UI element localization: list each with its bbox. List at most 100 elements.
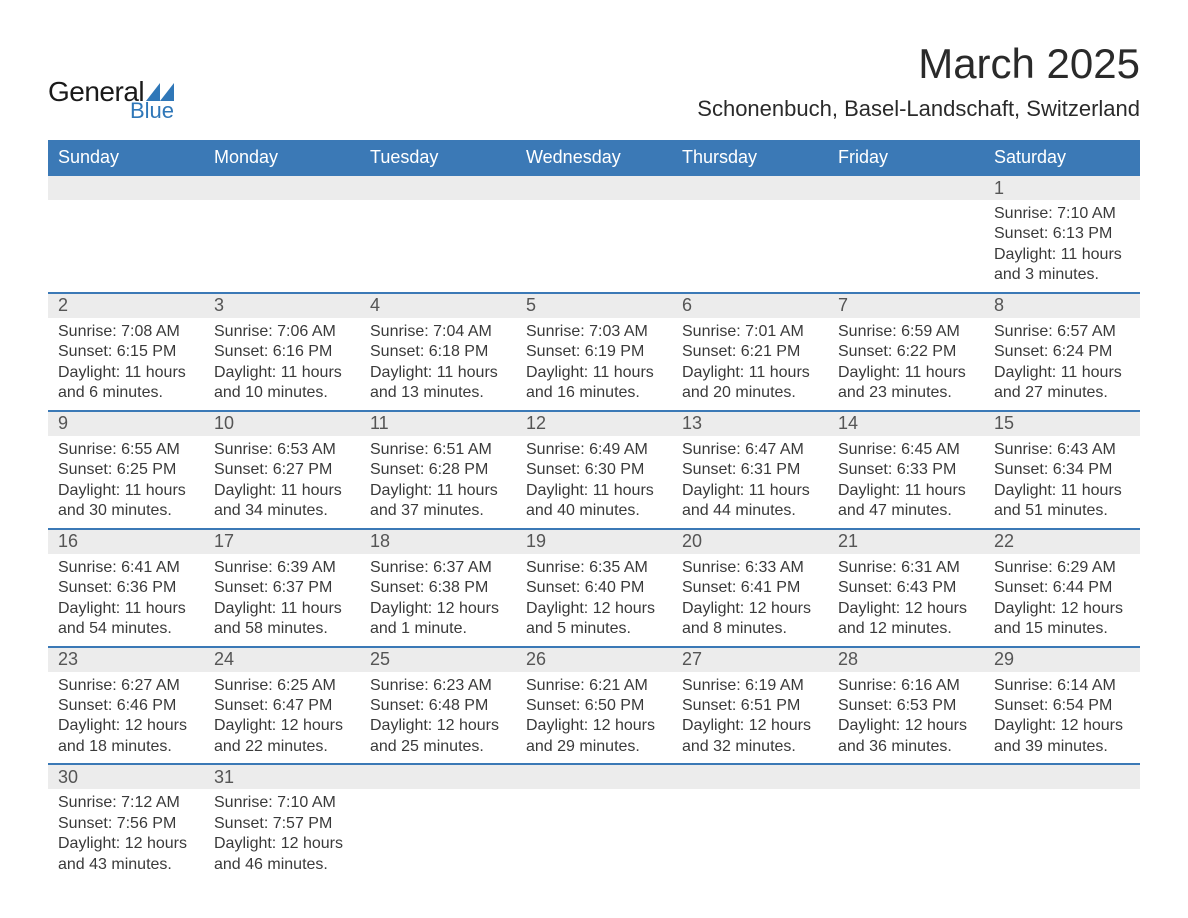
sunrise-text: Sunrise: 7:04 AM <box>370 322 506 342</box>
daylight-text: Daylight: 11 hours and 51 minutes. <box>994 481 1130 522</box>
calendar-week-row: 1Sunrise: 7:10 AMSunset: 6:13 PMDaylight… <box>48 176 1140 294</box>
day-body: Sunrise: 7:12 AMSunset: 7:56 PMDaylight:… <box>48 789 204 881</box>
day-body: Sunrise: 6:16 AMSunset: 6:53 PMDaylight:… <box>828 672 984 764</box>
daylight-text: Daylight: 11 hours and 6 minutes. <box>58 363 194 404</box>
calendar-day-cell <box>516 176 672 292</box>
calendar-day-cell: 30Sunrise: 7:12 AMSunset: 7:56 PMDayligh… <box>48 765 204 881</box>
sunset-text: Sunset: 6:33 PM <box>838 460 974 480</box>
weekday-header: Saturday <box>984 140 1140 176</box>
sunset-text: Sunset: 6:48 PM <box>370 696 506 716</box>
sunset-text: Sunset: 6:43 PM <box>838 578 974 598</box>
sunset-text: Sunset: 6:18 PM <box>370 342 506 362</box>
calendar-day-cell: 22Sunrise: 6:29 AMSunset: 6:44 PMDayligh… <box>984 530 1140 646</box>
day-body: Sunrise: 6:47 AMSunset: 6:31 PMDaylight:… <box>672 436 828 528</box>
sunrise-text: Sunrise: 6:39 AM <box>214 558 350 578</box>
calendar: Sunday Monday Tuesday Wednesday Thursday… <box>48 140 1140 881</box>
day-number-strip: 17 <box>204 530 360 554</box>
day-body: Sunrise: 7:08 AMSunset: 6:15 PMDaylight:… <box>48 318 204 410</box>
sunrise-text: Sunrise: 7:10 AM <box>994 204 1130 224</box>
day-number: 31 <box>204 767 234 788</box>
day-body: Sunrise: 7:01 AMSunset: 6:21 PMDaylight:… <box>672 318 828 410</box>
daylight-text: Daylight: 11 hours and 16 minutes. <box>526 363 662 404</box>
day-body: Sunrise: 6:39 AMSunset: 6:37 PMDaylight:… <box>204 554 360 646</box>
daylight-text: Daylight: 11 hours and 10 minutes. <box>214 363 350 404</box>
day-number: 23 <box>48 649 78 670</box>
daylight-text: Daylight: 12 hours and 22 minutes. <box>214 716 350 757</box>
sunrise-text: Sunrise: 7:01 AM <box>682 322 818 342</box>
sunset-text: Sunset: 6:46 PM <box>58 696 194 716</box>
day-body: Sunrise: 6:21 AMSunset: 6:50 PMDaylight:… <box>516 672 672 764</box>
daylight-text: Daylight: 11 hours and 30 minutes. <box>58 481 194 522</box>
sunset-text: Sunset: 6:37 PM <box>214 578 350 598</box>
daylight-text: Daylight: 11 hours and 58 minutes. <box>214 599 350 640</box>
daylight-text: Daylight: 12 hours and 39 minutes. <box>994 716 1130 757</box>
day-body: Sunrise: 6:51 AMSunset: 6:28 PMDaylight:… <box>360 436 516 528</box>
day-number: 17 <box>204 531 234 552</box>
day-body: Sunrise: 6:23 AMSunset: 6:48 PMDaylight:… <box>360 672 516 764</box>
sunrise-text: Sunrise: 7:08 AM <box>58 322 194 342</box>
calendar-day-cell: 17Sunrise: 6:39 AMSunset: 6:37 PMDayligh… <box>204 530 360 646</box>
day-number-strip <box>672 765 828 789</box>
sunrise-text: Sunrise: 6:57 AM <box>994 322 1130 342</box>
day-body: Sunrise: 6:45 AMSunset: 6:33 PMDaylight:… <box>828 436 984 528</box>
calendar-day-cell: 15Sunrise: 6:43 AMSunset: 6:34 PMDayligh… <box>984 412 1140 528</box>
sunset-text: Sunset: 6:47 PM <box>214 696 350 716</box>
calendar-day-cell <box>48 176 204 292</box>
sunset-text: Sunset: 6:36 PM <box>58 578 194 598</box>
day-number: 20 <box>672 531 702 552</box>
day-number: 25 <box>360 649 390 670</box>
calendar-day-cell: 3Sunrise: 7:06 AMSunset: 6:16 PMDaylight… <box>204 294 360 410</box>
day-number-strip: 23 <box>48 648 204 672</box>
sunrise-text: Sunrise: 6:19 AM <box>682 676 818 696</box>
title-block: March 2025 Schonenbuch, Basel-Landschaft… <box>697 40 1140 122</box>
sunrise-text: Sunrise: 6:59 AM <box>838 322 974 342</box>
day-number-strip: 7 <box>828 294 984 318</box>
daylight-text: Daylight: 11 hours and 23 minutes. <box>838 363 974 404</box>
daylight-text: Daylight: 11 hours and 27 minutes. <box>994 363 1130 404</box>
sunrise-text: Sunrise: 6:41 AM <box>58 558 194 578</box>
sunset-text: Sunset: 6:41 PM <box>682 578 818 598</box>
sunrise-text: Sunrise: 7:06 AM <box>214 322 350 342</box>
sunrise-text: Sunrise: 6:21 AM <box>526 676 662 696</box>
daylight-text: Daylight: 12 hours and 32 minutes. <box>682 716 818 757</box>
calendar-week-row: 16Sunrise: 6:41 AMSunset: 6:36 PMDayligh… <box>48 530 1140 648</box>
weekday-header: Thursday <box>672 140 828 176</box>
day-number: 21 <box>828 531 858 552</box>
sunrise-text: Sunrise: 7:03 AM <box>526 322 662 342</box>
daylight-text: Daylight: 11 hours and 54 minutes. <box>58 599 194 640</box>
day-number-strip <box>204 176 360 200</box>
sunrise-text: Sunrise: 6:43 AM <box>994 440 1130 460</box>
day-number-strip <box>360 176 516 200</box>
day-body: Sunrise: 7:10 AMSunset: 7:57 PMDaylight:… <box>204 789 360 881</box>
sunrise-text: Sunrise: 6:49 AM <box>526 440 662 460</box>
day-number: 13 <box>672 413 702 434</box>
page-title: March 2025 <box>697 40 1140 88</box>
weekday-header: Tuesday <box>360 140 516 176</box>
calendar-week-row: 9Sunrise: 6:55 AMSunset: 6:25 PMDaylight… <box>48 412 1140 530</box>
day-number: 29 <box>984 649 1014 670</box>
sunrise-text: Sunrise: 6:16 AM <box>838 676 974 696</box>
sunrise-text: Sunrise: 6:31 AM <box>838 558 974 578</box>
day-number-strip: 10 <box>204 412 360 436</box>
day-number-strip: 19 <box>516 530 672 554</box>
day-number: 30 <box>48 767 78 788</box>
day-number: 12 <box>516 413 546 434</box>
sunset-text: Sunset: 6:19 PM <box>526 342 662 362</box>
sunset-text: Sunset: 6:51 PM <box>682 696 818 716</box>
day-number: 2 <box>48 295 68 316</box>
day-body <box>984 789 1140 799</box>
page-subtitle: Schonenbuch, Basel-Landschaft, Switzerla… <box>697 96 1140 122</box>
calendar-day-cell <box>672 765 828 881</box>
day-number: 8 <box>984 295 1004 316</box>
day-number-strip: 28 <box>828 648 984 672</box>
sunset-text: Sunset: 6:34 PM <box>994 460 1130 480</box>
calendar-day-cell: 14Sunrise: 6:45 AMSunset: 6:33 PMDayligh… <box>828 412 984 528</box>
daylight-text: Daylight: 11 hours and 47 minutes. <box>838 481 974 522</box>
calendar-day-cell: 25Sunrise: 6:23 AMSunset: 6:48 PMDayligh… <box>360 648 516 764</box>
day-number: 24 <box>204 649 234 670</box>
sunrise-text: Sunrise: 6:25 AM <box>214 676 350 696</box>
day-number-strip: 14 <box>828 412 984 436</box>
sunset-text: Sunset: 6:30 PM <box>526 460 662 480</box>
sunrise-text: Sunrise: 6:53 AM <box>214 440 350 460</box>
calendar-day-cell: 18Sunrise: 6:37 AMSunset: 6:38 PMDayligh… <box>360 530 516 646</box>
